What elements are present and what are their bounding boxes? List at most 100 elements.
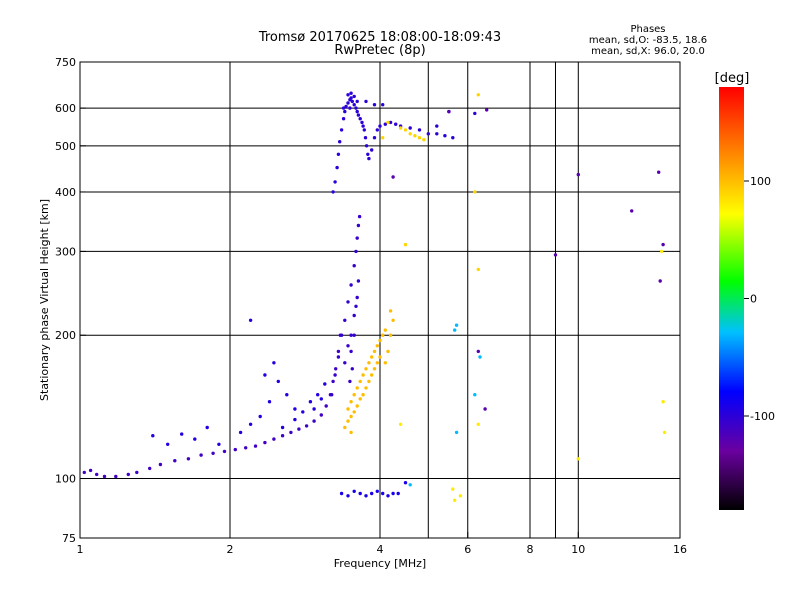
data-point — [358, 379, 362, 384]
data-point — [238, 430, 243, 435]
x-tick-label: 1 — [77, 543, 84, 556]
data-point — [293, 407, 297, 411]
data-point — [381, 333, 385, 337]
data-point — [364, 367, 368, 371]
data-point — [346, 419, 350, 423]
data-point — [323, 382, 327, 386]
data-point — [553, 253, 558, 257]
data-point — [388, 309, 393, 313]
data-point — [352, 393, 356, 397]
data-point — [346, 494, 350, 498]
data-point — [375, 489, 379, 493]
data-point — [267, 400, 272, 404]
data-point — [158, 462, 163, 467]
x-tick-label: 4 — [377, 543, 384, 556]
data-point — [364, 144, 369, 148]
data-point — [375, 344, 379, 348]
data-point — [348, 106, 352, 110]
data-point — [166, 442, 170, 446]
phases-annotation-header: Phases — [630, 24, 665, 35]
colorbar-tick-label: 100 — [750, 175, 771, 188]
data-point — [349, 400, 353, 404]
data-point — [336, 349, 341, 354]
data-point — [343, 361, 347, 365]
data-point — [339, 333, 344, 337]
data-point — [386, 120, 390, 125]
y-tick-label: 750 — [55, 56, 76, 69]
data-point — [331, 190, 335, 194]
data-point — [661, 242, 665, 247]
data-point — [297, 427, 301, 431]
data-point — [217, 442, 221, 446]
scatter-points — [82, 91, 667, 502]
data-point — [354, 106, 358, 110]
data-point — [476, 267, 480, 272]
data-point — [660, 249, 664, 254]
data-point — [478, 355, 482, 359]
data-point — [370, 148, 374, 152]
data-point — [352, 103, 356, 107]
data-point — [417, 136, 422, 140]
data-point — [193, 437, 197, 441]
grid-lines — [80, 62, 680, 538]
data-point — [331, 379, 335, 384]
data-point — [272, 437, 276, 441]
data-point — [352, 333, 356, 337]
data-point — [349, 91, 353, 95]
data-point — [346, 300, 350, 304]
data-point — [453, 328, 457, 332]
data-point — [316, 393, 320, 397]
data-point — [361, 393, 365, 397]
data-point — [205, 425, 209, 430]
data-point — [630, 209, 634, 213]
data-point — [473, 190, 477, 194]
data-point — [343, 109, 347, 114]
colorbar-label: [deg] — [715, 71, 750, 86]
data-point — [289, 430, 293, 435]
data-point — [408, 483, 412, 487]
data-point — [454, 430, 459, 435]
data-point — [343, 425, 347, 430]
data-point — [357, 214, 362, 219]
data-point — [361, 373, 365, 377]
data-point — [367, 379, 371, 384]
data-point — [483, 407, 487, 411]
data-point — [354, 304, 358, 308]
data-point — [356, 223, 361, 228]
data-point — [341, 106, 346, 110]
y-axis-ticks: 75 100 200 300 400 500 600 750 — [55, 56, 86, 545]
data-point — [349, 333, 353, 337]
data-point — [253, 444, 258, 448]
data-point — [151, 434, 155, 438]
data-point — [186, 457, 191, 461]
data-point — [358, 397, 362, 401]
data-point — [383, 328, 387, 332]
data-point — [383, 122, 387, 126]
data-point — [88, 468, 93, 473]
colorbar-tick-label: 0 — [750, 293, 757, 306]
data-point — [349, 430, 353, 435]
data-point — [657, 170, 661, 174]
data-point — [333, 373, 337, 377]
data-point — [355, 404, 359, 408]
data-point — [662, 430, 667, 435]
data-point — [476, 349, 480, 354]
data-point — [458, 494, 463, 498]
colorbar-ticks: 100 0 -100 — [744, 175, 775, 423]
data-point — [335, 165, 339, 170]
y-tick-label: 75 — [62, 532, 76, 545]
data-point — [375, 128, 379, 132]
data-point — [367, 156, 371, 161]
data-point — [391, 318, 395, 322]
data-point — [451, 136, 455, 140]
data-point — [370, 491, 374, 496]
y-axis-label: Stationary phase Virtual Height [km] — [38, 199, 51, 401]
data-point — [343, 318, 347, 322]
data-point — [348, 379, 352, 384]
data-point — [355, 295, 359, 300]
data-point — [349, 283, 353, 287]
data-point — [248, 422, 253, 426]
data-point — [388, 333, 393, 337]
data-point — [383, 361, 387, 365]
x-tick-label: 8 — [527, 543, 534, 556]
